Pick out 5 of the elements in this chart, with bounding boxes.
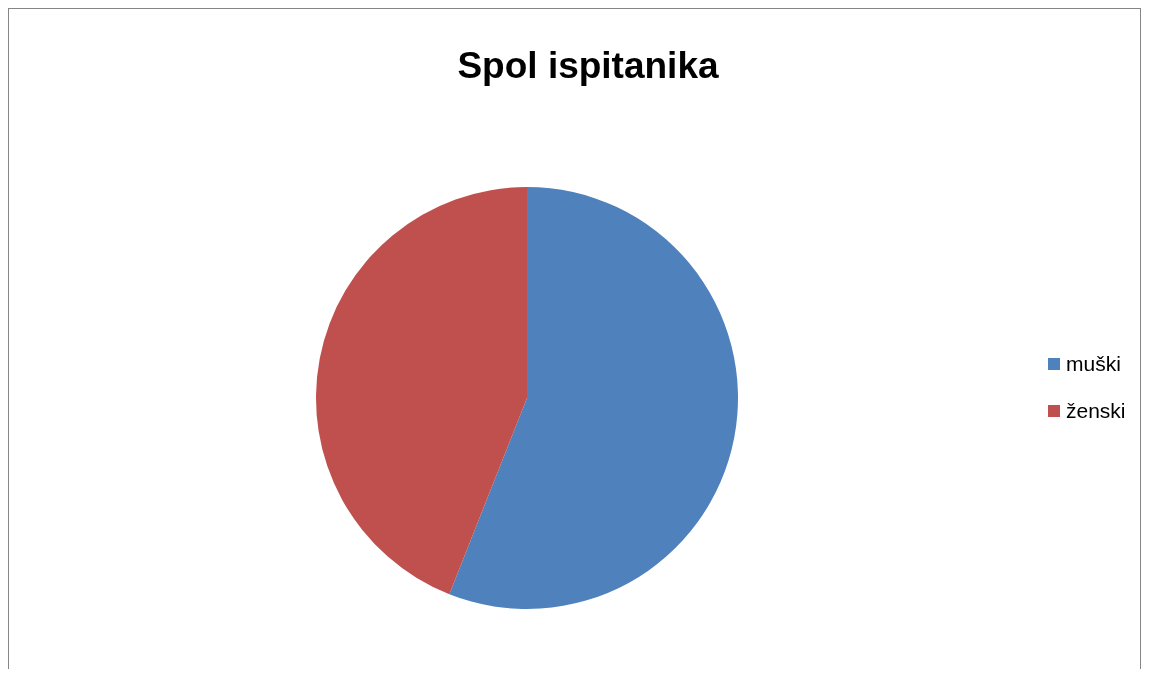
legend-label: muški: [1066, 352, 1121, 376]
chart-title: Spol ispitanika: [457, 45, 719, 86]
legend-label: ženski: [1066, 399, 1126, 423]
pie-slice: [316, 187, 527, 595]
pie-slice: [449, 187, 738, 609]
